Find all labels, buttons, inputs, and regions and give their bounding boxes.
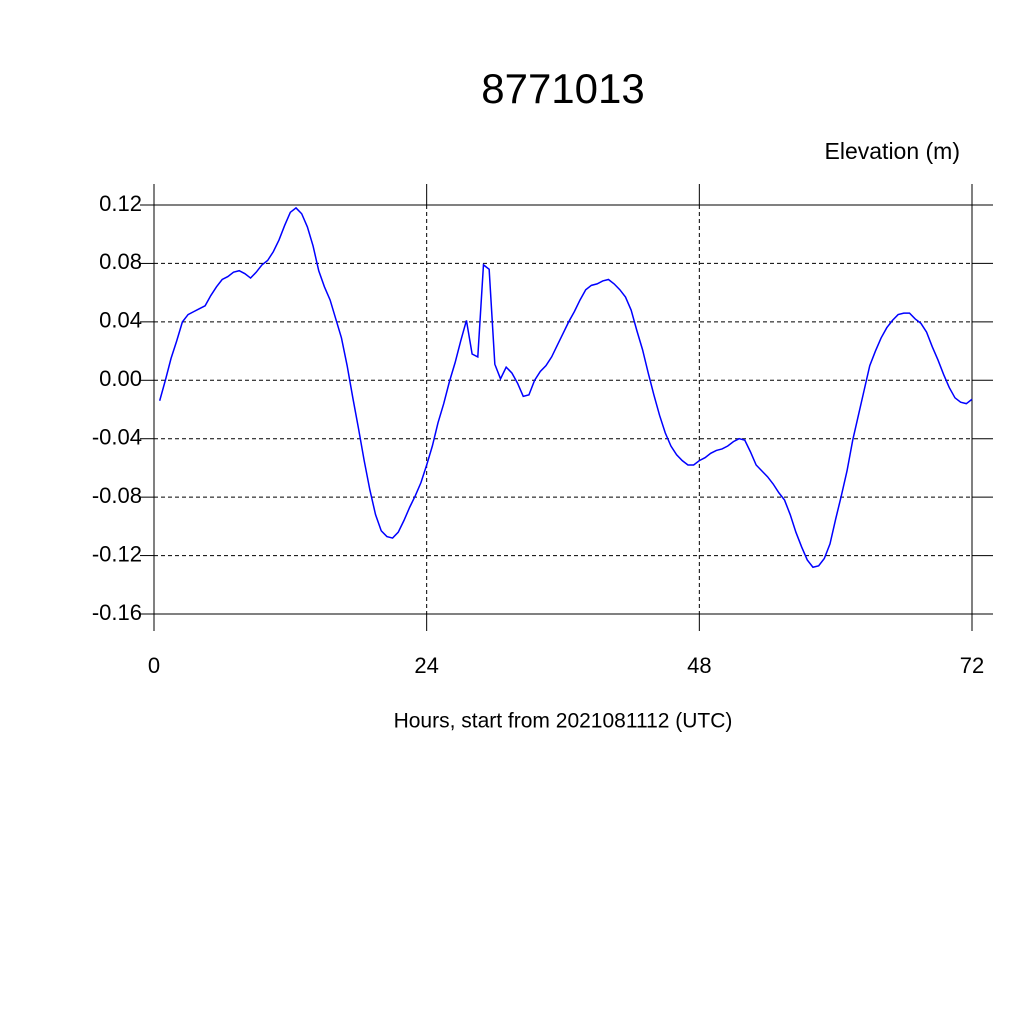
y-tick-label: -0.04: [92, 425, 142, 450]
y-tick-label: 0.08: [99, 249, 142, 274]
chart-title: 8771013: [481, 65, 645, 112]
y-tick-label: -0.12: [92, 541, 142, 566]
y-tick-label: 0.12: [99, 191, 142, 216]
data-line: [158, 206, 973, 569]
chart-subtitle: Elevation (m): [825, 138, 960, 164]
x-tick-label: 0: [148, 653, 160, 678]
x-tick-label: 48: [687, 653, 711, 678]
x-axis-label: Hours, start from 2021081112 (UTC): [394, 710, 733, 733]
y-tick-label: -0.16: [92, 600, 142, 625]
y-tick-label: 0.04: [99, 308, 142, 333]
plot-frame: [153, 204, 973, 615]
x-tick-label: 72: [960, 653, 984, 678]
y-tick-label: -0.08: [92, 483, 142, 508]
x-tick-label: 24: [414, 653, 438, 678]
y-tick-label: 0.00: [99, 366, 142, 391]
